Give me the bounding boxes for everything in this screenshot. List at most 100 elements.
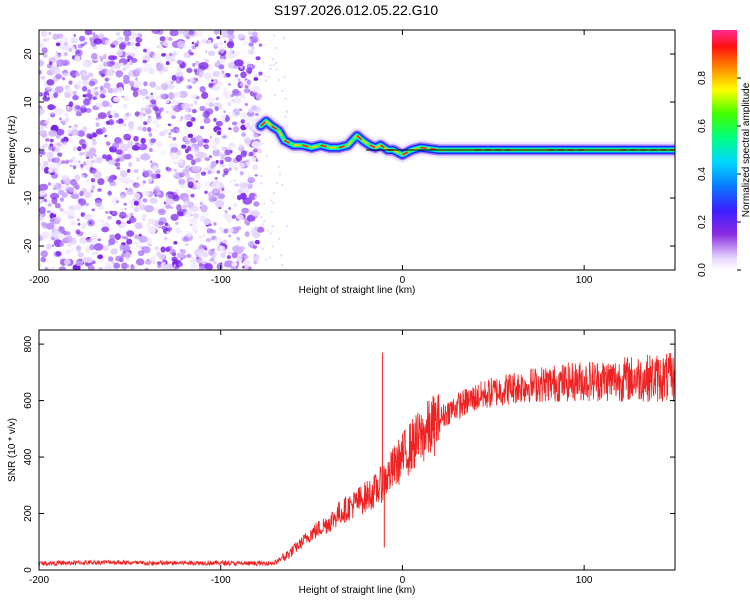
noise-blob: [254, 195, 258, 199]
noise-blob: [218, 152, 223, 157]
noise-blob: [118, 154, 122, 158]
noise-blob: [204, 218, 212, 225]
noise-blob: [165, 246, 171, 252]
x-tick-label: 100: [576, 275, 593, 286]
noise-blob: [112, 211, 115, 215]
noise-blob: [251, 210, 260, 217]
noise-blob: [252, 31, 258, 38]
noise-blob: [59, 241, 65, 247]
noise-blob: [242, 259, 251, 266]
noise-blob: [240, 119, 245, 124]
noise-blob: [214, 106, 219, 112]
y-tick-label: 0: [23, 147, 34, 153]
noise-blob: [271, 58, 274, 61]
noise-blob: [144, 267, 149, 270]
ridge-core: [402, 149, 412, 156]
noise-blob: [39, 201, 43, 204]
noise-blob: [170, 80, 175, 84]
noise-blob: [73, 34, 77, 37]
noise-blob: [56, 128, 65, 136]
noise-blob: [264, 258, 268, 262]
noise-blob: [77, 222, 81, 226]
noise-blob: [59, 117, 62, 121]
noise-blob: [70, 220, 76, 226]
noise-blob: [166, 231, 170, 234]
noise-blob: [222, 135, 226, 139]
noise-blob: [196, 30, 204, 37]
noise-blob: [40, 221, 47, 227]
noise-blob: [95, 122, 100, 127]
noise-blob: [275, 47, 278, 50]
noise-blob: [109, 234, 116, 240]
noise-blob: [135, 42, 141, 47]
noise-blob: [252, 38, 257, 43]
noise-blob: [185, 174, 191, 179]
noise-blob: [57, 53, 62, 59]
noise-blob: [70, 158, 77, 163]
noise-blob: [283, 76, 286, 79]
noise-blob: [89, 244, 95, 251]
noise-blob: [177, 30, 184, 35]
noise-blob: [178, 262, 184, 267]
noise-blob: [156, 251, 162, 257]
noise-blob: [210, 182, 221, 189]
noise-blob: [140, 107, 146, 112]
noise-blob: [172, 259, 178, 265]
noise-blob: [111, 261, 116, 265]
noise-blob: [86, 133, 92, 139]
noise-blob: [54, 203, 61, 209]
noise-blob: [74, 49, 83, 57]
noise-blob: [216, 263, 223, 270]
colorbar-tick-label: 0.6: [697, 119, 708, 133]
noise-blob: [234, 167, 239, 171]
noise-blob: [281, 263, 284, 267]
noise-blob: [263, 74, 266, 78]
noise-blob: [219, 163, 225, 168]
top-x-axis-label: Height of straight line (km): [299, 285, 416, 296]
noise-blob: [55, 86, 64, 94]
noise-blob: [251, 164, 259, 171]
noise-blob: [97, 238, 102, 242]
noise-blob: [135, 77, 138, 81]
noise-blob: [151, 30, 161, 35]
line-background: [39, 330, 675, 570]
noise-blob: [103, 82, 111, 89]
noise-blob: [94, 91, 99, 96]
noise-blob: [46, 85, 53, 90]
noise-blob: [142, 237, 148, 242]
noise-blob: [116, 50, 123, 57]
noise-blob: [40, 214, 43, 218]
noise-blob: [85, 159, 92, 166]
noise-blob: [92, 96, 96, 100]
noise-blob: [283, 37, 286, 40]
noise-blob: [158, 192, 161, 195]
noise-blob: [220, 159, 224, 165]
noise-blob: [67, 244, 71, 247]
noise-blob: [40, 256, 46, 263]
noise-blob: [91, 140, 98, 146]
noise-blob: [39, 190, 47, 196]
noise-blob: [181, 144, 187, 149]
noise-blob: [215, 120, 223, 127]
noise-blob: [200, 171, 207, 176]
bottom-y-axis-label: SNR (10 * v/v): [7, 418, 18, 482]
noise-blob: [222, 147, 226, 151]
noise-blob: [115, 219, 122, 225]
noise-blob: [68, 205, 76, 211]
noise-blob: [269, 64, 272, 67]
noise-blob: [152, 53, 161, 61]
noise-blob: [132, 192, 141, 200]
x-tick-label: -200: [29, 275, 49, 286]
noise-blob: [97, 112, 107, 119]
noise-blob: [128, 126, 134, 132]
noise-blob: [46, 222, 55, 230]
noise-blob: [188, 30, 195, 36]
noise-blob: [153, 207, 160, 212]
noise-blob: [204, 263, 213, 270]
noise-blob: [110, 67, 115, 72]
noise-blob: [220, 30, 229, 38]
noise-blob: [248, 42, 254, 47]
noise-blob: [129, 41, 135, 47]
noise-blob: [129, 80, 135, 87]
bottom-x-axis-label: Height of straight line (km): [299, 585, 416, 596]
